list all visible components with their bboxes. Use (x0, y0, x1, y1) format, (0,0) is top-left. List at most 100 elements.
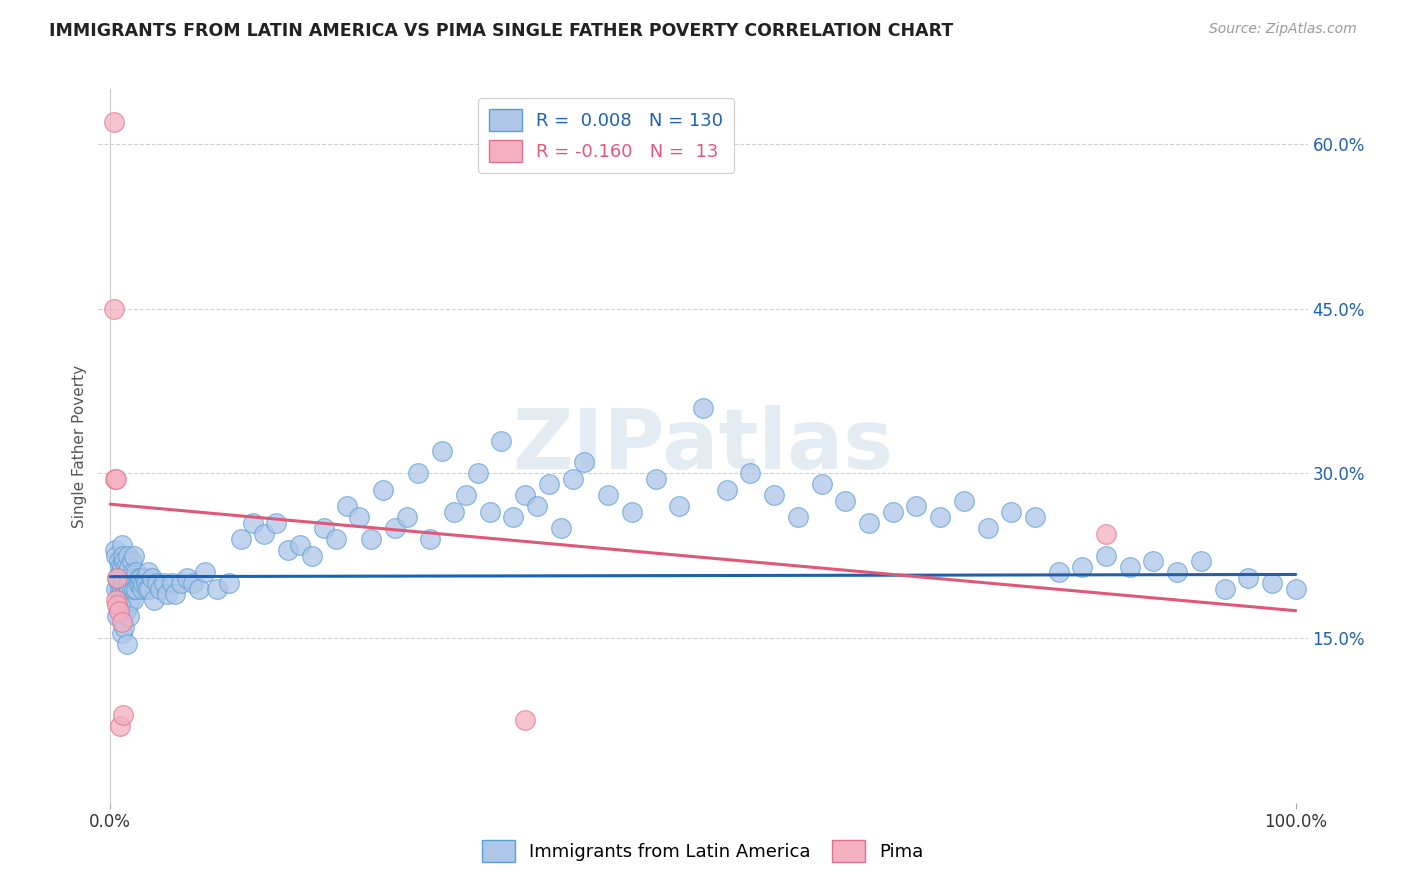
Point (1166, 566, 1188, 580)
Point (132, 576, 155, 591)
Point (121, 566, 143, 580)
Point (145, 576, 167, 591)
Point (104, 472, 127, 486)
Point (111, 625, 134, 640)
Point (115, 566, 138, 580)
Point (620, 505, 643, 519)
Point (111, 615, 134, 629)
Text: Source: ZipAtlas.com: Source: ZipAtlas.com (1209, 22, 1357, 37)
Point (786, 510, 808, 524)
Point (550, 521, 572, 535)
Point (1285, 582, 1308, 596)
Point (138, 582, 160, 596)
Point (526, 500, 548, 514)
Point (976, 521, 998, 535)
Point (136, 566, 159, 580)
Point (1213, 582, 1236, 596)
Point (117, 598, 139, 612)
Point (134, 571, 156, 585)
Point (598, 488, 620, 502)
Point (763, 488, 786, 502)
Point (253, 526, 276, 541)
Point (118, 559, 141, 574)
Point (115, 587, 138, 601)
Point (118, 582, 141, 596)
Point (218, 576, 240, 591)
Point (115, 637, 138, 651)
Point (336, 500, 359, 514)
Point (561, 472, 583, 486)
Point (432, 444, 454, 458)
Point (408, 467, 430, 481)
Point (1261, 576, 1284, 591)
Point (360, 533, 382, 547)
Point (301, 549, 323, 563)
Point (165, 587, 187, 601)
Point (288, 538, 311, 552)
Point (112, 576, 135, 591)
Point (129, 576, 152, 591)
Point (277, 543, 299, 558)
Point (325, 533, 347, 547)
Point (384, 521, 406, 535)
Point (395, 510, 418, 524)
Point (491, 434, 513, 448)
Point (125, 582, 148, 596)
Point (120, 571, 142, 585)
Point (107, 554, 129, 568)
Point (347, 510, 370, 524)
Point (120, 592, 142, 607)
Point (111, 582, 134, 596)
Point (419, 533, 441, 547)
Point (121, 582, 143, 596)
Point (834, 494, 856, 508)
Point (1119, 559, 1142, 574)
Point (121, 554, 143, 568)
Point (122, 549, 145, 563)
Point (105, 592, 128, 607)
Point (229, 533, 252, 547)
Point (1189, 554, 1212, 568)
Point (1142, 554, 1164, 568)
Point (135, 576, 157, 591)
Point (114, 604, 136, 618)
Point (121, 592, 143, 607)
Point (1071, 559, 1094, 574)
Point (478, 505, 501, 519)
Legend: Immigrants from Latin America, Pima: Immigrants from Latin America, Pima (475, 833, 931, 870)
Point (111, 559, 134, 574)
Point (692, 401, 714, 415)
Point (858, 516, 880, 530)
Point (108, 559, 131, 574)
Point (156, 587, 179, 601)
Point (176, 571, 198, 585)
Point (242, 516, 264, 530)
Point (128, 571, 150, 585)
Point (443, 505, 465, 519)
Point (574, 455, 596, 469)
Point (127, 576, 149, 591)
Point (105, 549, 128, 563)
Point (810, 477, 832, 491)
Point (118, 609, 141, 624)
Point (114, 554, 136, 568)
Point (929, 510, 952, 524)
Point (125, 566, 148, 580)
Point (371, 483, 394, 497)
Point (105, 609, 128, 624)
Point (131, 582, 153, 596)
Point (105, 571, 128, 585)
Point (515, 488, 537, 502)
Point (104, 543, 127, 558)
Point (160, 576, 183, 591)
Point (1095, 549, 1118, 563)
Point (170, 576, 193, 591)
Point (644, 472, 666, 486)
Point (111, 538, 134, 552)
Point (141, 571, 163, 585)
Point (264, 516, 287, 530)
Point (114, 582, 136, 596)
Point (882, 505, 904, 519)
Legend: R =  0.008   N = 130, R = -0.160   N =  13: R = 0.008 N = 130, R = -0.160 N = 13 (478, 98, 734, 173)
Point (110, 587, 132, 601)
